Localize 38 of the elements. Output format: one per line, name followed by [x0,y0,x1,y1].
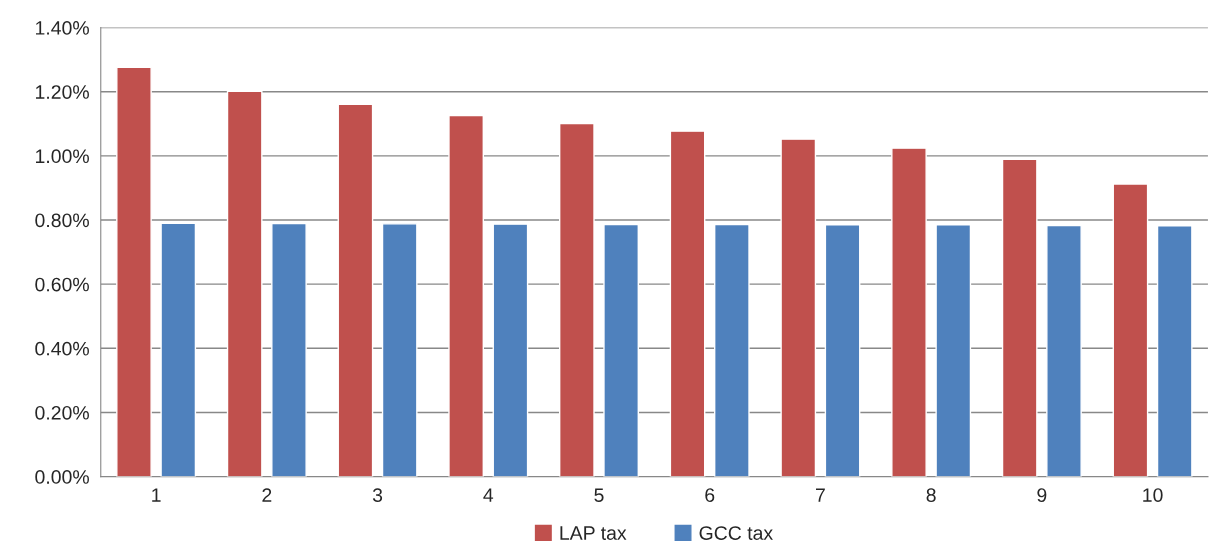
x-tick-label: 2 [262,488,272,502]
bar [780,138,817,477]
bar [226,90,263,477]
bar [381,223,418,477]
bar [713,223,750,477]
y-tick-label: 0.40% [35,341,89,356]
x-tick-label: 10 [1143,488,1163,503]
y-tick-label: 1.00% [36,149,89,164]
y-tick-label: 0.20% [35,405,89,420]
bar [935,224,972,477]
x-tick-label: 9 [1037,488,1047,503]
bar [160,222,197,477]
bar [891,147,927,477]
legend-label: GCC tax [699,526,773,540]
bar [271,222,307,477]
bar [558,122,595,477]
x-tick-label: 8 [926,488,936,503]
y-tick-label: 0.60% [35,277,89,292]
bar [448,114,484,477]
bar [116,66,152,477]
bar [1001,158,1038,477]
x-tick-label: 3 [372,488,383,503]
y-tick-label: 1.40% [36,21,89,35]
bar [824,224,861,477]
bar [1046,224,1082,477]
bar [603,223,639,477]
y-tick-label: 0.80% [35,213,89,228]
bar [669,130,706,477]
y-tick-label: 0.00% [35,470,89,484]
x-tick-label: 7 [816,488,825,502]
x-tick-label: 6 [705,488,715,503]
y-tick-label: 1.20% [36,85,89,99]
x-tick-label: 5 [594,488,604,503]
x-tick-label: 4 [483,488,494,502]
bar [492,223,529,477]
x-tick-label: 1 [152,488,161,502]
bar [337,103,374,477]
legend-label: LAP tax [560,526,627,540]
